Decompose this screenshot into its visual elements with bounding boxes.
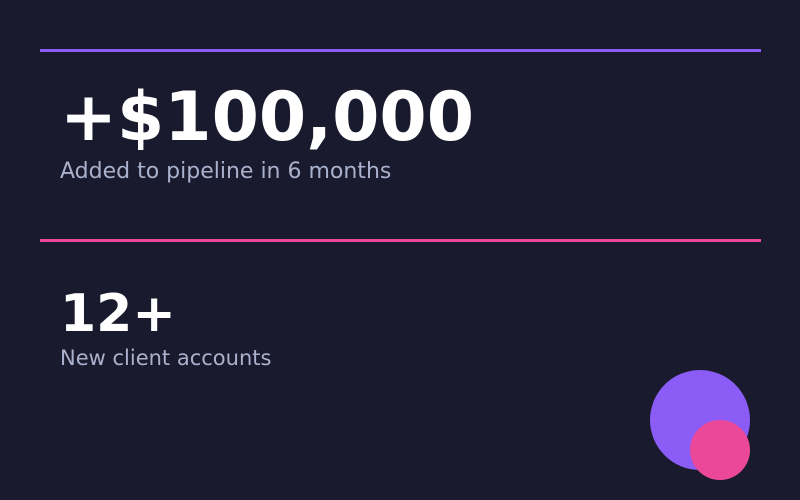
decorative-circle-pink [690, 420, 750, 480]
stat-value-clients: 12+ [60, 284, 176, 344]
stat-label-clients: New client accounts [60, 346, 272, 370]
stat-label-pipeline: Added to pipeline in 6 months [60, 159, 392, 184]
divider-top [40, 49, 761, 52]
divider-middle [40, 239, 761, 242]
stat-value-pipeline: +$100,000 [60, 78, 475, 157]
